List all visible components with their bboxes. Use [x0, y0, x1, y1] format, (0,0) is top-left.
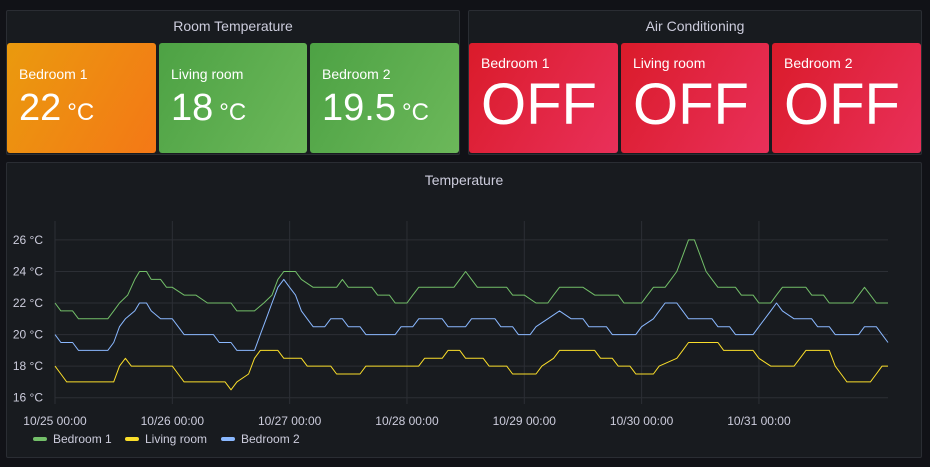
stat-unit: °C — [401, 99, 429, 126]
stat-value: OFF — [633, 72, 749, 137]
stat-bedroom-1-temperature[interactable]: Bedroom 1 22 °C — [7, 43, 156, 153]
stat-value: OFF — [481, 72, 597, 137]
stat-name: Bedroom 1 — [19, 66, 88, 82]
legend-label: Living room — [145, 432, 208, 446]
stat-name: Bedroom 2 — [784, 55, 853, 71]
stat-value: 19.5 °C — [322, 87, 429, 129]
legend-label: Bedroom 2 — [241, 432, 300, 446]
temperature-panel: Temperature — [6, 162, 922, 458]
legend-swatch — [33, 437, 47, 441]
room-temperature-title[interactable]: Room Temperature — [173, 18, 293, 34]
stat-bedroom-2-ac[interactable]: Bedroom 2 OFF — [772, 43, 921, 153]
stat-value: 18 °C — [171, 87, 247, 129]
stat-value: OFF — [784, 72, 900, 137]
stat-value: 22 °C — [19, 87, 95, 129]
legend-bedroom-1[interactable]: Bedroom 1 — [33, 432, 112, 446]
stat-living-room-ac[interactable]: Living room OFF — [621, 43, 769, 153]
legend-swatch — [125, 437, 139, 441]
stat-unit: °C — [67, 99, 95, 126]
stat-name: Bedroom 2 — [322, 66, 391, 82]
air-conditioning-title[interactable]: Air Conditioning — [645, 18, 745, 34]
stat-bedroom-1-ac[interactable]: Bedroom 1 OFF — [469, 43, 618, 153]
stat-unit: °C — [219, 99, 247, 126]
legend-living-room[interactable]: Living room — [125, 432, 207, 446]
stat-living-room-temperature[interactable]: Living room 18 °C — [159, 43, 307, 153]
stat-name: Bedroom 1 — [481, 55, 550, 71]
legend-swatch — [221, 437, 235, 441]
stat-bedroom-2-temperature[interactable]: Bedroom 2 19.5 °C — [310, 43, 459, 153]
temperature-panel-title[interactable]: Temperature — [424, 172, 504, 188]
legend-label: Bedroom 1 — [53, 432, 112, 446]
legend-bedroom-2[interactable]: Bedroom 2 — [221, 432, 300, 446]
stat-name: Living room — [633, 55, 706, 71]
stat-name: Living room — [171, 66, 244, 82]
